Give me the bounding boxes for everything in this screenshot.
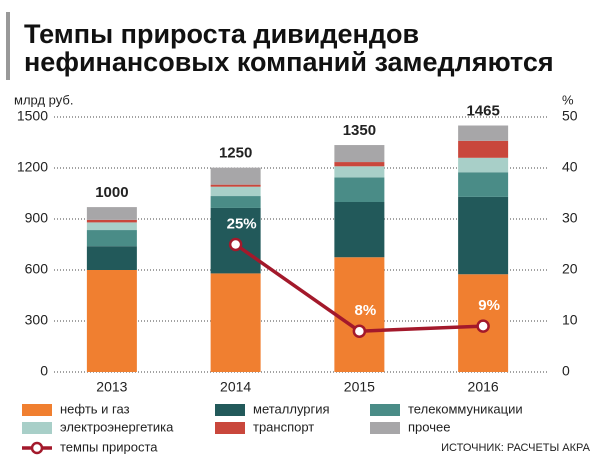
- bar-segment: [334, 202, 385, 258]
- bar-segment: [86, 222, 137, 231]
- bar-segment: [210, 273, 261, 372]
- line-marker: [352, 324, 367, 338]
- total-label: 1250: [219, 145, 252, 162]
- bar-segment: [210, 196, 261, 208]
- bar-segment: [334, 177, 385, 202]
- data-label: 9%: [478, 297, 500, 314]
- legend-label: темпы прироста: [60, 439, 158, 454]
- x-tick-label: 2015: [344, 379, 375, 395]
- y2-tick-label: 40: [562, 159, 578, 175]
- y-tick-label: 1500: [17, 108, 48, 124]
- source: ИСТОЧНИК: РАСЧЕТЫ АКРА: [441, 442, 591, 454]
- bar-segment: [210, 184, 261, 187]
- data-label: 8%: [355, 302, 377, 319]
- y2-tick-label: 0: [562, 363, 570, 379]
- bar-segment: [86, 246, 137, 270]
- bar-segment: [86, 270, 137, 372]
- y-tick-label: 600: [25, 261, 49, 277]
- total-label: 1000: [95, 184, 128, 201]
- legend-swatch: [370, 404, 400, 416]
- legend-swatch: [22, 422, 52, 434]
- y2-tick-label: 20: [562, 261, 578, 277]
- legend-label: транспорт: [253, 419, 314, 434]
- x-tick-label: 2016: [468, 379, 499, 395]
- legend-label: телекоммуникации: [408, 401, 523, 416]
- x-tick-label: 2014: [220, 379, 251, 395]
- y-tick-label: 0: [40, 363, 48, 379]
- legend-swatch: [215, 404, 245, 416]
- bar-segment: [458, 172, 509, 197]
- line-marker: [228, 237, 243, 252]
- legend-label: металлургия: [253, 401, 330, 416]
- legend-swatch: [22, 404, 52, 416]
- bar-segment: [86, 230, 137, 247]
- data-label: 25%: [227, 215, 257, 232]
- legend-marker: [30, 441, 44, 455]
- bar-segment: [458, 140, 509, 158]
- bar-segment: [210, 186, 261, 197]
- bar-segment: [458, 196, 509, 275]
- y-tick-label: 300: [25, 312, 49, 328]
- chart-title: Темпы прироста дивидендов: [24, 19, 419, 49]
- legend-label: прочее: [408, 419, 450, 434]
- y2-tick-label: 10: [562, 312, 578, 328]
- y2-tick-label: 50: [562, 108, 578, 124]
- legend-label: электроэнергетика: [60, 419, 174, 434]
- legend-swatch: [215, 422, 245, 434]
- line-marker: [476, 319, 490, 333]
- chart-title: нефинансовых компаний замедляются: [24, 47, 554, 77]
- y2-axis-label: %: [562, 92, 574, 107]
- total-label: 1465: [466, 102, 499, 119]
- bar-segment: [86, 219, 137, 223]
- x-tick-label: 2013: [96, 379, 127, 395]
- total-label: 1350: [343, 122, 376, 139]
- bar-segment: [334, 257, 385, 372]
- y-tick-label: 900: [25, 210, 49, 226]
- y-tick-label: 1200: [17, 159, 48, 175]
- bar-segment: [458, 125, 509, 141]
- y-axis-label: млрд руб.: [14, 92, 73, 107]
- legend-label: нефть и газ: [60, 401, 130, 416]
- title-accent: [6, 12, 10, 80]
- bar-segment: [458, 157, 509, 173]
- y2-tick-label: 30: [562, 210, 578, 226]
- bar-segment: [334, 145, 385, 163]
- legend-swatch: [370, 422, 400, 434]
- bar-segment: [86, 207, 137, 220]
- bar-segment: [334, 162, 385, 167]
- bar-segment: [334, 166, 385, 178]
- bar-segment: [210, 167, 261, 185]
